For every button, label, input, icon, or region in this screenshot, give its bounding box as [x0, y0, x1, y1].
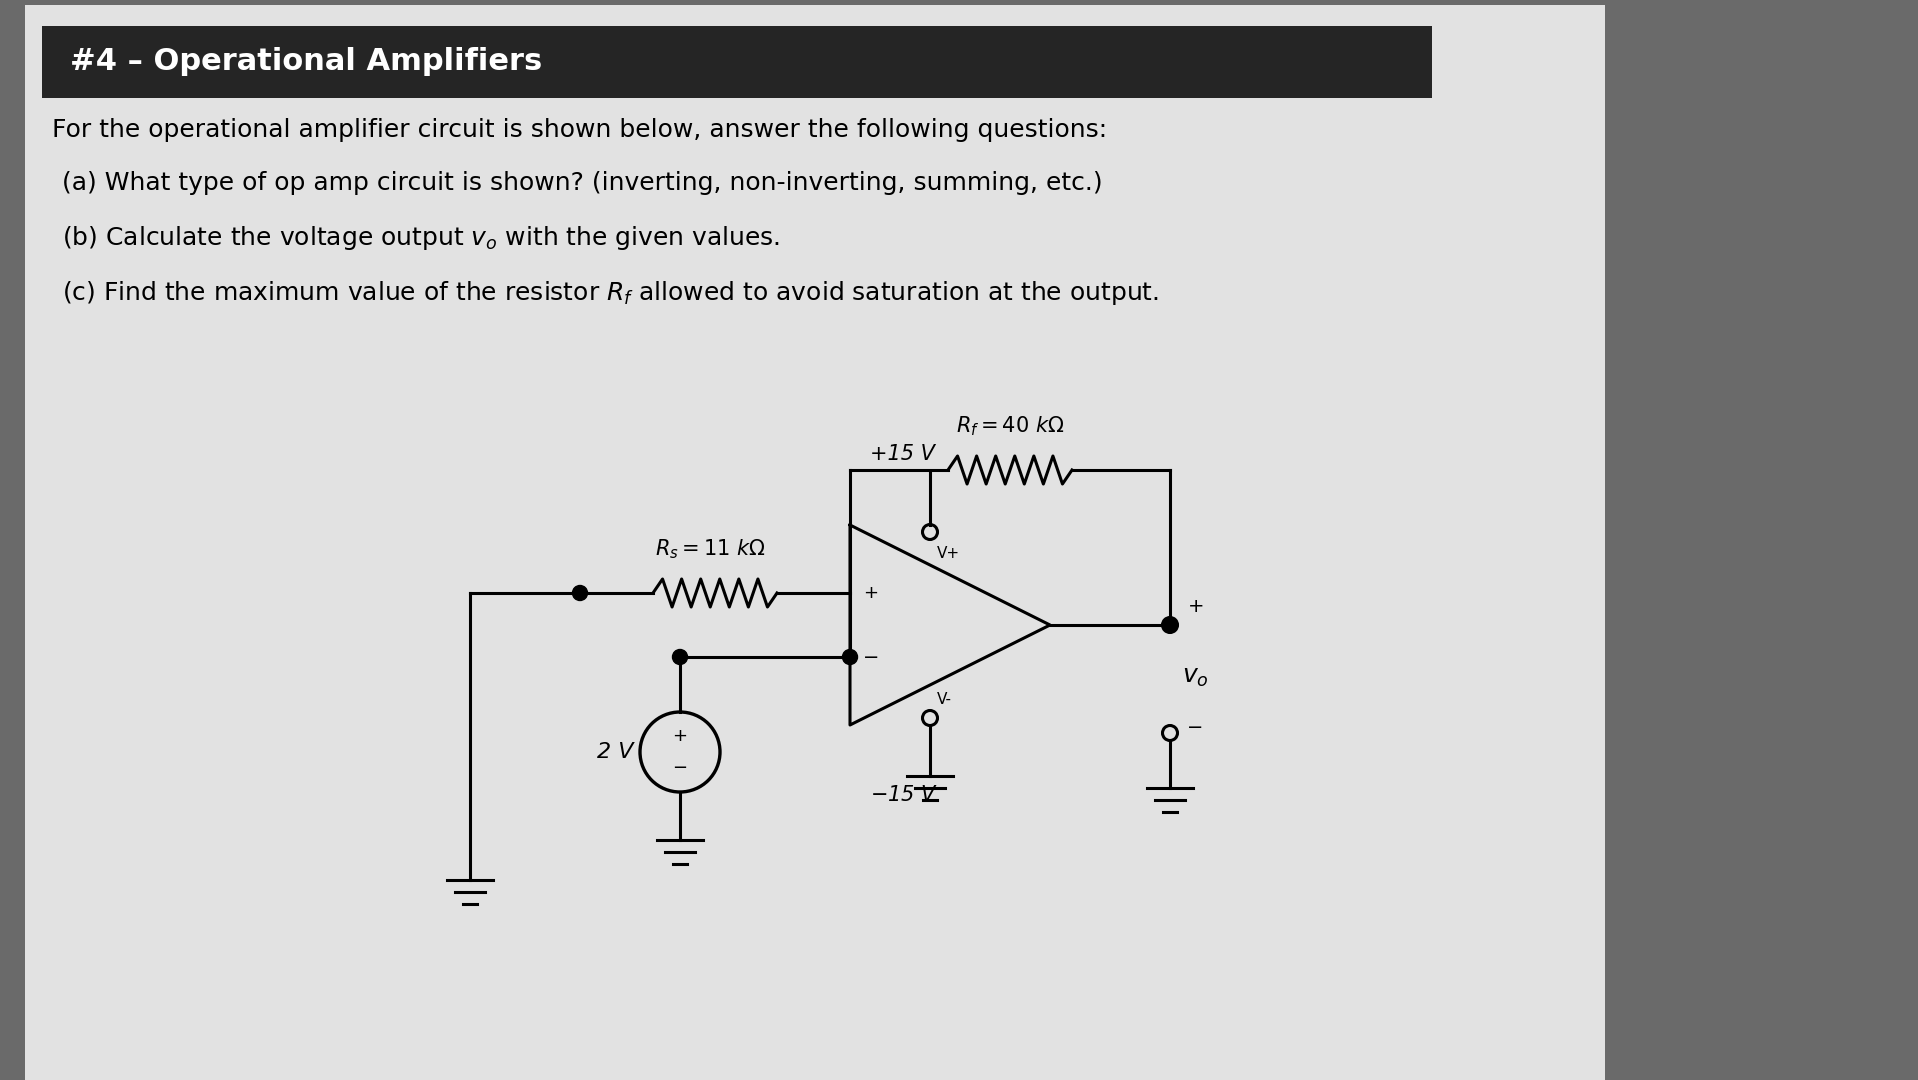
Text: V-: V- — [938, 691, 951, 706]
Circle shape — [1162, 618, 1178, 633]
Text: For the operational amplifier circuit is shown below, answer the following quest: For the operational amplifier circuit is… — [52, 118, 1107, 141]
Text: +: + — [673, 727, 687, 745]
Text: 2 V: 2 V — [596, 742, 633, 762]
Text: $R_s = 11\ k\Omega$: $R_s = 11\ k\Omega$ — [654, 538, 765, 561]
Text: +: + — [863, 584, 878, 602]
Text: $-$15 V: $-$15 V — [871, 785, 938, 805]
Text: (a) What type of op amp circuit is shown? (inverting, non-inverting, summing, et: (a) What type of op amp circuit is shown… — [61, 171, 1103, 195]
Text: $v_o$: $v_o$ — [1181, 665, 1208, 689]
Text: V+: V+ — [938, 545, 961, 561]
Bar — [25, 5, 1605, 1080]
Text: −: − — [1187, 718, 1203, 738]
Text: +15 V: +15 V — [871, 444, 934, 464]
Text: #4 – Operational Amplifiers: #4 – Operational Amplifiers — [69, 46, 543, 76]
Bar — [42, 26, 1433, 98]
Text: (c) Find the maximum value of the resistor $R_f$ allowed to avoid saturation at : (c) Find the maximum value of the resist… — [61, 279, 1158, 307]
Circle shape — [673, 649, 687, 664]
Text: $R_f = 40\ k\Omega$: $R_f = 40\ k\Omega$ — [955, 415, 1064, 438]
Text: −: − — [673, 759, 687, 777]
Circle shape — [842, 649, 857, 664]
Text: (b) Calculate the voltage output $v_o$ with the given values.: (b) Calculate the voltage output $v_o$ w… — [61, 224, 781, 252]
Circle shape — [572, 585, 587, 600]
Text: −: − — [863, 648, 878, 666]
Text: +: + — [1187, 597, 1205, 617]
